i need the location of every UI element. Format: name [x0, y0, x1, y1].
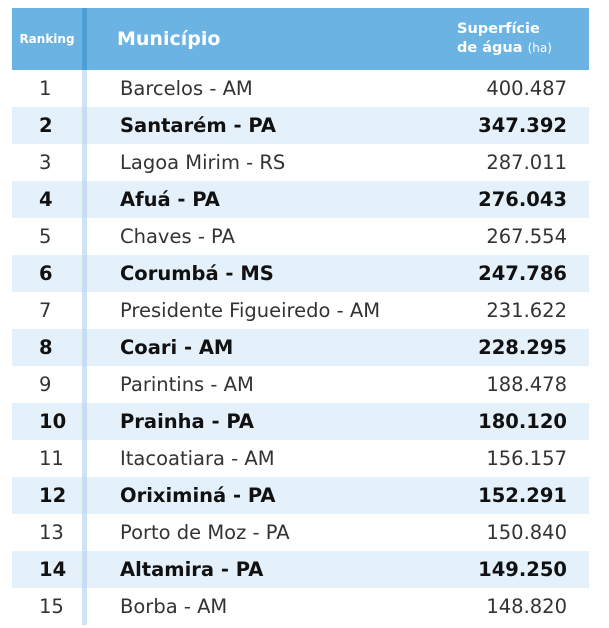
rank-cell: 1 — [39, 77, 52, 100]
rank-cell: 2 — [39, 114, 53, 137]
header-superficie: Superfície de água (ha) — [422, 8, 589, 70]
municipio-cell: Santarém - PA — [120, 114, 276, 137]
valor-cell: 228.295 — [478, 336, 567, 359]
valor-cell: 152.291 — [478, 484, 567, 507]
row-divider — [82, 292, 87, 329]
valor-cell: 267.554 — [486, 225, 567, 248]
valor-cell: 149.250 — [478, 558, 567, 581]
row-divider — [82, 218, 87, 255]
rank-cell: 5 — [39, 225, 52, 248]
table-row: 10 Prainha - PA 180.120 — [12, 403, 589, 440]
table-row: 8 Coari - AM 228.295 — [12, 329, 589, 366]
row-divider — [82, 551, 87, 588]
valor-cell: 287.011 — [486, 151, 567, 174]
row-divider — [82, 514, 87, 551]
row-divider — [82, 181, 87, 218]
table-row: 2 Santarém - PA 347.392 — [12, 107, 589, 144]
row-divider — [82, 329, 87, 366]
header-municipio: Município — [117, 28, 221, 50]
table-row: 3 Lagoa Mirim - RS 287.011 — [12, 144, 589, 181]
rank-cell: 3 — [39, 151, 52, 174]
municipio-cell: Itacoatiara - AM — [120, 447, 275, 470]
municipio-cell: Oriximiná - PA — [120, 484, 276, 507]
table-row: 5 Chaves - PA 267.554 — [12, 218, 589, 255]
valor-cell: 276.043 — [478, 188, 567, 211]
table-row: 11 Itacoatiara - AM 156.157 — [12, 440, 589, 477]
row-divider — [82, 255, 87, 292]
municipio-cell: Chaves - PA — [120, 225, 235, 248]
header-unit: (ha) — [527, 41, 552, 55]
table-row: 14 Altamira - PA 149.250 — [12, 551, 589, 588]
rank-cell: 8 — [39, 336, 53, 359]
rank-cell: 9 — [39, 373, 52, 396]
valor-cell: 231.622 — [486, 299, 567, 322]
rank-cell: 12 — [39, 484, 67, 507]
table-row: 4 Afuá - PA 276.043 — [12, 181, 589, 218]
table-header: Ranking Município Superfície de água (ha… — [12, 8, 589, 70]
table-body: 1 Barcelos - AM 400.487 2 Santarém - PA 347.3… — [12, 70, 589, 625]
municipio-cell: Altamira - PA — [120, 558, 264, 581]
table-row: 7 Presidente Figueiredo - AM 231.622 — [12, 292, 589, 329]
row-divider — [82, 70, 87, 107]
table-row: 6 Corumbá - MS 247.786 — [12, 255, 589, 292]
row-divider — [82, 440, 87, 477]
header-divider — [82, 8, 87, 70]
municipio-cell: Afuá - PA — [120, 188, 220, 211]
municipio-cell: Prainha - PA — [120, 410, 254, 433]
municipio-cell: Presidente Figueiredo - AM — [120, 299, 381, 322]
row-divider — [82, 366, 87, 403]
row-divider — [82, 477, 87, 514]
header-superficie-line1: Superfície — [457, 21, 540, 37]
municipio-cell: Porto de Moz - PA — [120, 521, 290, 544]
municipio-cell: Barcelos - AM — [120, 77, 253, 100]
table-row: 1 Barcelos - AM 400.487 — [12, 70, 589, 107]
header-superficie-text: de água — [457, 40, 523, 56]
rank-cell: 4 — [39, 188, 53, 211]
table-row: 12 Oriximiná - PA 152.291 — [12, 477, 589, 514]
row-divider — [82, 144, 87, 181]
valor-cell: 156.157 — [486, 447, 567, 470]
valor-cell: 180.120 — [478, 410, 567, 433]
municipio-cell: Borba - AM — [120, 595, 228, 618]
table-row: 9 Parintins - AM 188.478 — [12, 366, 589, 403]
valor-cell: 150.840 — [486, 521, 567, 544]
valor-cell: 188.478 — [486, 373, 567, 396]
municipio-cell: Lagoa Mirim - RS — [120, 151, 286, 174]
municipio-cell: Coari - AM — [120, 336, 234, 359]
header-superficie-line2: de água (ha) — [457, 39, 589, 58]
rank-cell: 10 — [39, 410, 67, 433]
rank-cell: 7 — [39, 299, 52, 322]
valor-cell: 247.786 — [478, 262, 567, 285]
rank-cell: 13 — [39, 521, 64, 544]
valor-cell: 400.487 — [486, 77, 567, 100]
row-divider — [82, 107, 87, 144]
table-row: 13 Porto de Moz - PA 150.840 — [12, 514, 589, 551]
rank-cell: 14 — [39, 558, 67, 581]
rank-cell: 6 — [39, 262, 53, 285]
ranking-table: Ranking Município Superfície de água (ha… — [12, 8, 589, 625]
header-ranking: Ranking — [19, 32, 75, 46]
municipio-cell: Corumbá - MS — [120, 262, 274, 285]
rank-cell: 11 — [39, 447, 64, 470]
table-row: 15 Borba - AM 148.820 — [12, 588, 589, 625]
valor-cell: 347.392 — [478, 114, 567, 137]
row-divider — [82, 403, 87, 440]
valor-cell: 148.820 — [486, 595, 567, 618]
rank-cell: 15 — [39, 595, 64, 618]
row-divider — [82, 588, 87, 625]
municipio-cell: Parintins - AM — [120, 373, 254, 396]
